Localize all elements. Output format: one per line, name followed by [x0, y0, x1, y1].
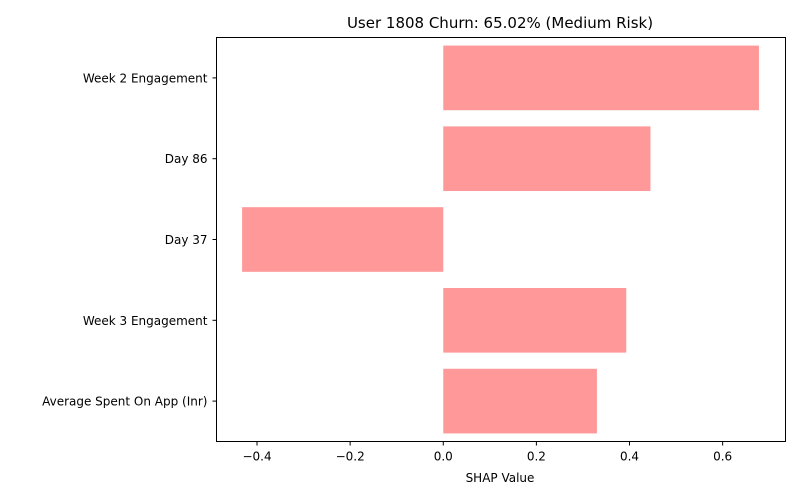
x-tick-label: 0.4: [620, 450, 639, 464]
x-tick-label: 0.0: [434, 450, 453, 464]
bar-0: [443, 45, 759, 111]
y-tick-label: Day 86: [165, 152, 208, 166]
x-tick-label: 0.2: [527, 450, 546, 464]
bar-2: [242, 207, 444, 272]
y-tick-labels: Week 2 Engagement Day 86 Day 37 Week 3 Enga…: [42, 71, 217, 409]
x-ticks: −0.4 −0.2 0.0 0.2 0.4 0.6: [242, 441, 732, 464]
y-tick-label: Day 37: [165, 233, 208, 247]
bars-group: [242, 45, 759, 434]
bar-3: [443, 287, 627, 353]
bar-1: [443, 126, 651, 192]
x-tick-label: −0.2: [336, 450, 365, 464]
x-tick-label: −0.4: [242, 450, 271, 464]
y-tick-label: Average Spent On App (Inr): [42, 395, 207, 409]
x-tick-label: 0.6: [713, 450, 732, 464]
y-tick-label: Week 2 Engagement: [83, 71, 208, 85]
x-axis-label: SHAP Value: [466, 471, 535, 485]
y-tick-label: Week 3 Engagement: [83, 314, 208, 328]
chart-title: User 1808 Churn: 65.02% (Medium Risk): [347, 14, 653, 32]
bar-4: [443, 368, 597, 434]
plot-frame: [216, 37, 786, 442]
